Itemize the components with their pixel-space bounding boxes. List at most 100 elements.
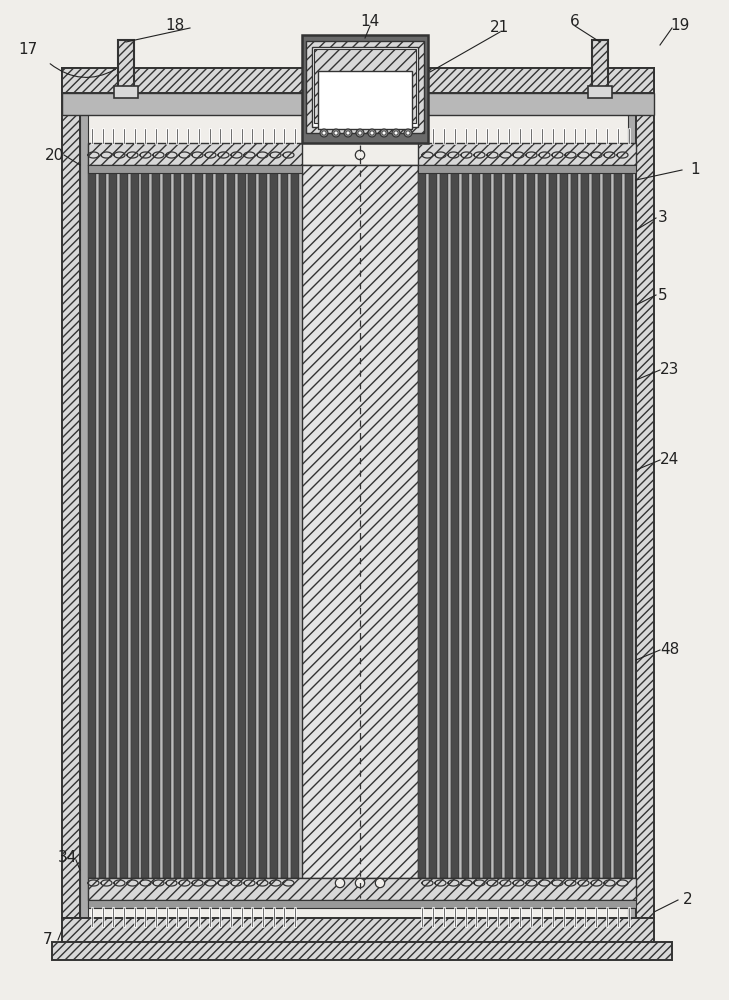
Bar (195, 165, 203, 878)
Bar (302, 165, 418, 878)
Bar (182, 165, 184, 878)
Text: 2: 2 (683, 892, 693, 908)
Bar (527, 165, 535, 878)
Bar (491, 165, 494, 878)
Bar (483, 165, 491, 878)
Text: 19: 19 (670, 18, 690, 33)
Bar (494, 165, 502, 878)
Bar (249, 165, 256, 878)
Bar (163, 165, 171, 878)
Bar (52, 942, 672, 960)
Bar (600, 165, 604, 878)
Bar (227, 165, 235, 878)
Bar (256, 165, 260, 878)
Circle shape (355, 150, 364, 160)
Bar (513, 165, 516, 878)
Bar (217, 165, 224, 878)
Bar (448, 165, 451, 878)
Bar (604, 165, 611, 878)
Circle shape (380, 129, 388, 137)
Circle shape (355, 878, 364, 888)
Bar (139, 165, 141, 878)
Bar (88, 165, 95, 878)
Bar (184, 165, 192, 878)
Circle shape (368, 129, 376, 137)
Bar (469, 165, 472, 878)
Circle shape (335, 878, 345, 888)
Bar (560, 165, 568, 878)
Text: 3: 3 (658, 211, 668, 226)
Circle shape (358, 131, 362, 135)
Bar (426, 165, 429, 878)
Circle shape (394, 131, 398, 135)
Text: 24: 24 (660, 452, 679, 468)
Bar (278, 165, 281, 878)
Bar (260, 165, 267, 878)
Bar (592, 40, 608, 92)
Circle shape (382, 131, 386, 135)
Bar (588, 86, 612, 98)
Bar (130, 165, 139, 878)
Bar (281, 165, 288, 878)
Bar (235, 165, 238, 878)
Text: 7: 7 (43, 932, 52, 948)
Circle shape (346, 131, 350, 135)
Bar (98, 165, 106, 878)
Bar (582, 165, 589, 878)
Circle shape (332, 129, 340, 137)
Bar (461, 165, 469, 878)
Circle shape (375, 878, 385, 888)
Bar (622, 165, 625, 878)
Text: 1: 1 (690, 162, 700, 178)
Bar (538, 165, 546, 878)
Bar (288, 165, 292, 878)
Bar (203, 165, 206, 878)
Bar (114, 86, 138, 98)
Bar (292, 165, 299, 878)
Bar (62, 68, 654, 93)
Bar (88, 165, 636, 878)
Bar (206, 165, 214, 878)
Bar (557, 165, 560, 878)
Bar (451, 165, 459, 878)
Bar (120, 165, 128, 878)
Bar (62, 918, 654, 942)
Bar (192, 165, 195, 878)
Bar (437, 165, 440, 878)
Bar (299, 165, 302, 878)
Bar (524, 165, 527, 878)
Bar (149, 165, 152, 878)
Bar (611, 165, 615, 878)
Circle shape (356, 129, 364, 137)
Bar (224, 165, 227, 878)
Bar (625, 165, 633, 878)
Bar (214, 165, 217, 878)
Bar (246, 165, 249, 878)
Text: 6: 6 (570, 14, 580, 29)
Bar (633, 165, 636, 878)
Circle shape (344, 129, 352, 137)
Bar (106, 165, 109, 878)
Bar (117, 165, 120, 878)
Text: 17: 17 (18, 42, 38, 57)
Bar (306, 41, 424, 133)
Bar (88, 900, 636, 908)
Bar (62, 68, 80, 918)
Text: 21: 21 (491, 20, 510, 35)
Bar (440, 165, 448, 878)
Bar (472, 165, 480, 878)
Bar (80, 93, 88, 918)
Circle shape (320, 129, 328, 137)
Circle shape (406, 131, 410, 135)
Bar (418, 165, 636, 173)
Bar (505, 165, 513, 878)
Bar (418, 165, 426, 878)
Bar (128, 165, 130, 878)
Bar (535, 165, 538, 878)
Bar (502, 165, 505, 878)
Bar (88, 165, 302, 173)
Bar (549, 165, 557, 878)
Bar (118, 40, 134, 92)
Bar (109, 165, 117, 878)
Bar (568, 165, 571, 878)
